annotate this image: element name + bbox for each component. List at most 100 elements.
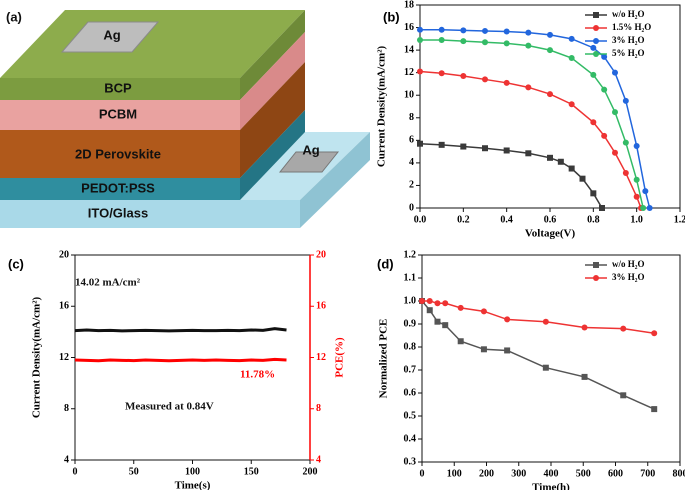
legend-marker (593, 262, 599, 268)
ag-bottom-electrode (278, 151, 340, 173)
x-tick-label: 0.8 (587, 214, 600, 225)
y-tick-label: 10 (404, 90, 414, 101)
data-point (620, 392, 627, 399)
data-point (640, 205, 647, 211)
bcp-front (0, 78, 240, 100)
perovskite-side (240, 62, 305, 178)
x-axis-label: Time(s) (175, 480, 211, 490)
data-point (547, 31, 553, 38)
data-point (568, 55, 575, 62)
panel-label: (d) (377, 256, 394, 271)
panel-label: (c) (8, 256, 24, 271)
y-tick-label: 16 (404, 22, 414, 33)
data-point (651, 330, 658, 337)
data-point (419, 298, 425, 304)
legend-label: 1.5% H₂O (612, 22, 651, 32)
y-tick-label: 4 (64, 454, 69, 465)
data-point (480, 346, 487, 353)
annotation: 11.78% (240, 369, 275, 381)
x-tick-label: 1.2 (674, 214, 685, 225)
x-axis-label: Time(h) (532, 482, 570, 490)
data-point (620, 325, 627, 332)
pedot-front (0, 178, 240, 200)
data-point (633, 193, 640, 200)
y-tick-label: 0.6 (404, 387, 417, 398)
y-tick-label: 8 (64, 403, 69, 414)
data-point (426, 307, 433, 314)
data-point (568, 165, 575, 172)
y2-tick-label: 12 (316, 352, 326, 363)
x-tick-label: 100 (185, 466, 200, 477)
data-point (633, 142, 640, 149)
data-point (651, 406, 658, 413)
legend-marker (593, 12, 599, 18)
series-line (74, 327, 287, 333)
legend-label: 5% H₂O (612, 48, 644, 58)
data-point (642, 188, 649, 195)
data-point (442, 322, 449, 329)
data-point (525, 29, 532, 36)
y-tick-label: 4 (409, 157, 414, 168)
y-tick-label: 8 (409, 112, 414, 123)
legend-marker (593, 51, 599, 57)
y-axis-label: Normalized PCE (378, 319, 390, 399)
y2-tick-label: 4 (316, 454, 321, 465)
data-point (542, 364, 549, 371)
series-line (421, 300, 655, 410)
data-point (622, 170, 629, 177)
data-point (579, 175, 586, 182)
data-point (417, 26, 423, 33)
data-point (460, 38, 467, 45)
series-line (420, 39, 644, 209)
x-tick-label: 200 (303, 466, 318, 477)
data-point (503, 79, 510, 86)
y2-axis-label: PCE(%) (334, 337, 346, 378)
data-point (525, 84, 532, 91)
data-point (438, 26, 445, 33)
data-point (504, 316, 511, 323)
y-tick-label: 0.9 (404, 318, 417, 329)
x-axis-label: Voltage(V) (525, 228, 576, 240)
data-point (601, 132, 608, 139)
legend-marker (593, 25, 599, 31)
x-tick-label: 50 (129, 466, 139, 477)
layer-label: Ag (302, 142, 319, 157)
x-tick-label: 0 (73, 466, 78, 477)
data-point (601, 86, 608, 93)
data-point (622, 139, 629, 146)
y-tick-label: 0.7 (404, 364, 417, 375)
y-tick-label: 6 (409, 135, 414, 146)
legend-marker (593, 275, 599, 281)
x-tick-label: 600 (608, 468, 623, 479)
y-axis-label: Current Density(mA/cm²) (31, 297, 43, 419)
x-tick-label: 0.0 (414, 214, 427, 225)
data-point (633, 176, 640, 183)
x-tick-label: 1.0 (630, 214, 643, 225)
data-point (438, 36, 445, 43)
data-point (547, 91, 553, 98)
series-line (419, 142, 603, 209)
glass-side (300, 132, 370, 228)
x-tick-label: 200 (479, 468, 494, 479)
x-tick-label: 500 (576, 468, 591, 479)
data-point (601, 53, 608, 60)
plot-frame (421, 254, 681, 463)
x-tick-label: 0.6 (544, 214, 557, 225)
data-point (612, 109, 618, 116)
data-point (426, 298, 433, 304)
y-axis-label: Current Density(mA/cm²) (376, 46, 388, 168)
data-point (590, 71, 597, 78)
pedot-side (240, 110, 305, 200)
y-tick-label: 1.2 (404, 249, 417, 260)
legend-label: w/o H₂O (612, 9, 644, 19)
pcbm-front (0, 100, 240, 130)
layer-label: ITO/Glass (88, 205, 148, 220)
x-tick-label: 0.4 (500, 214, 513, 225)
data-point (568, 101, 575, 108)
pcbm-side (240, 32, 305, 130)
data-point (622, 97, 629, 104)
data-point (590, 190, 597, 197)
data-point (646, 205, 653, 211)
layer-label: 2D Perovskite (75, 146, 161, 161)
